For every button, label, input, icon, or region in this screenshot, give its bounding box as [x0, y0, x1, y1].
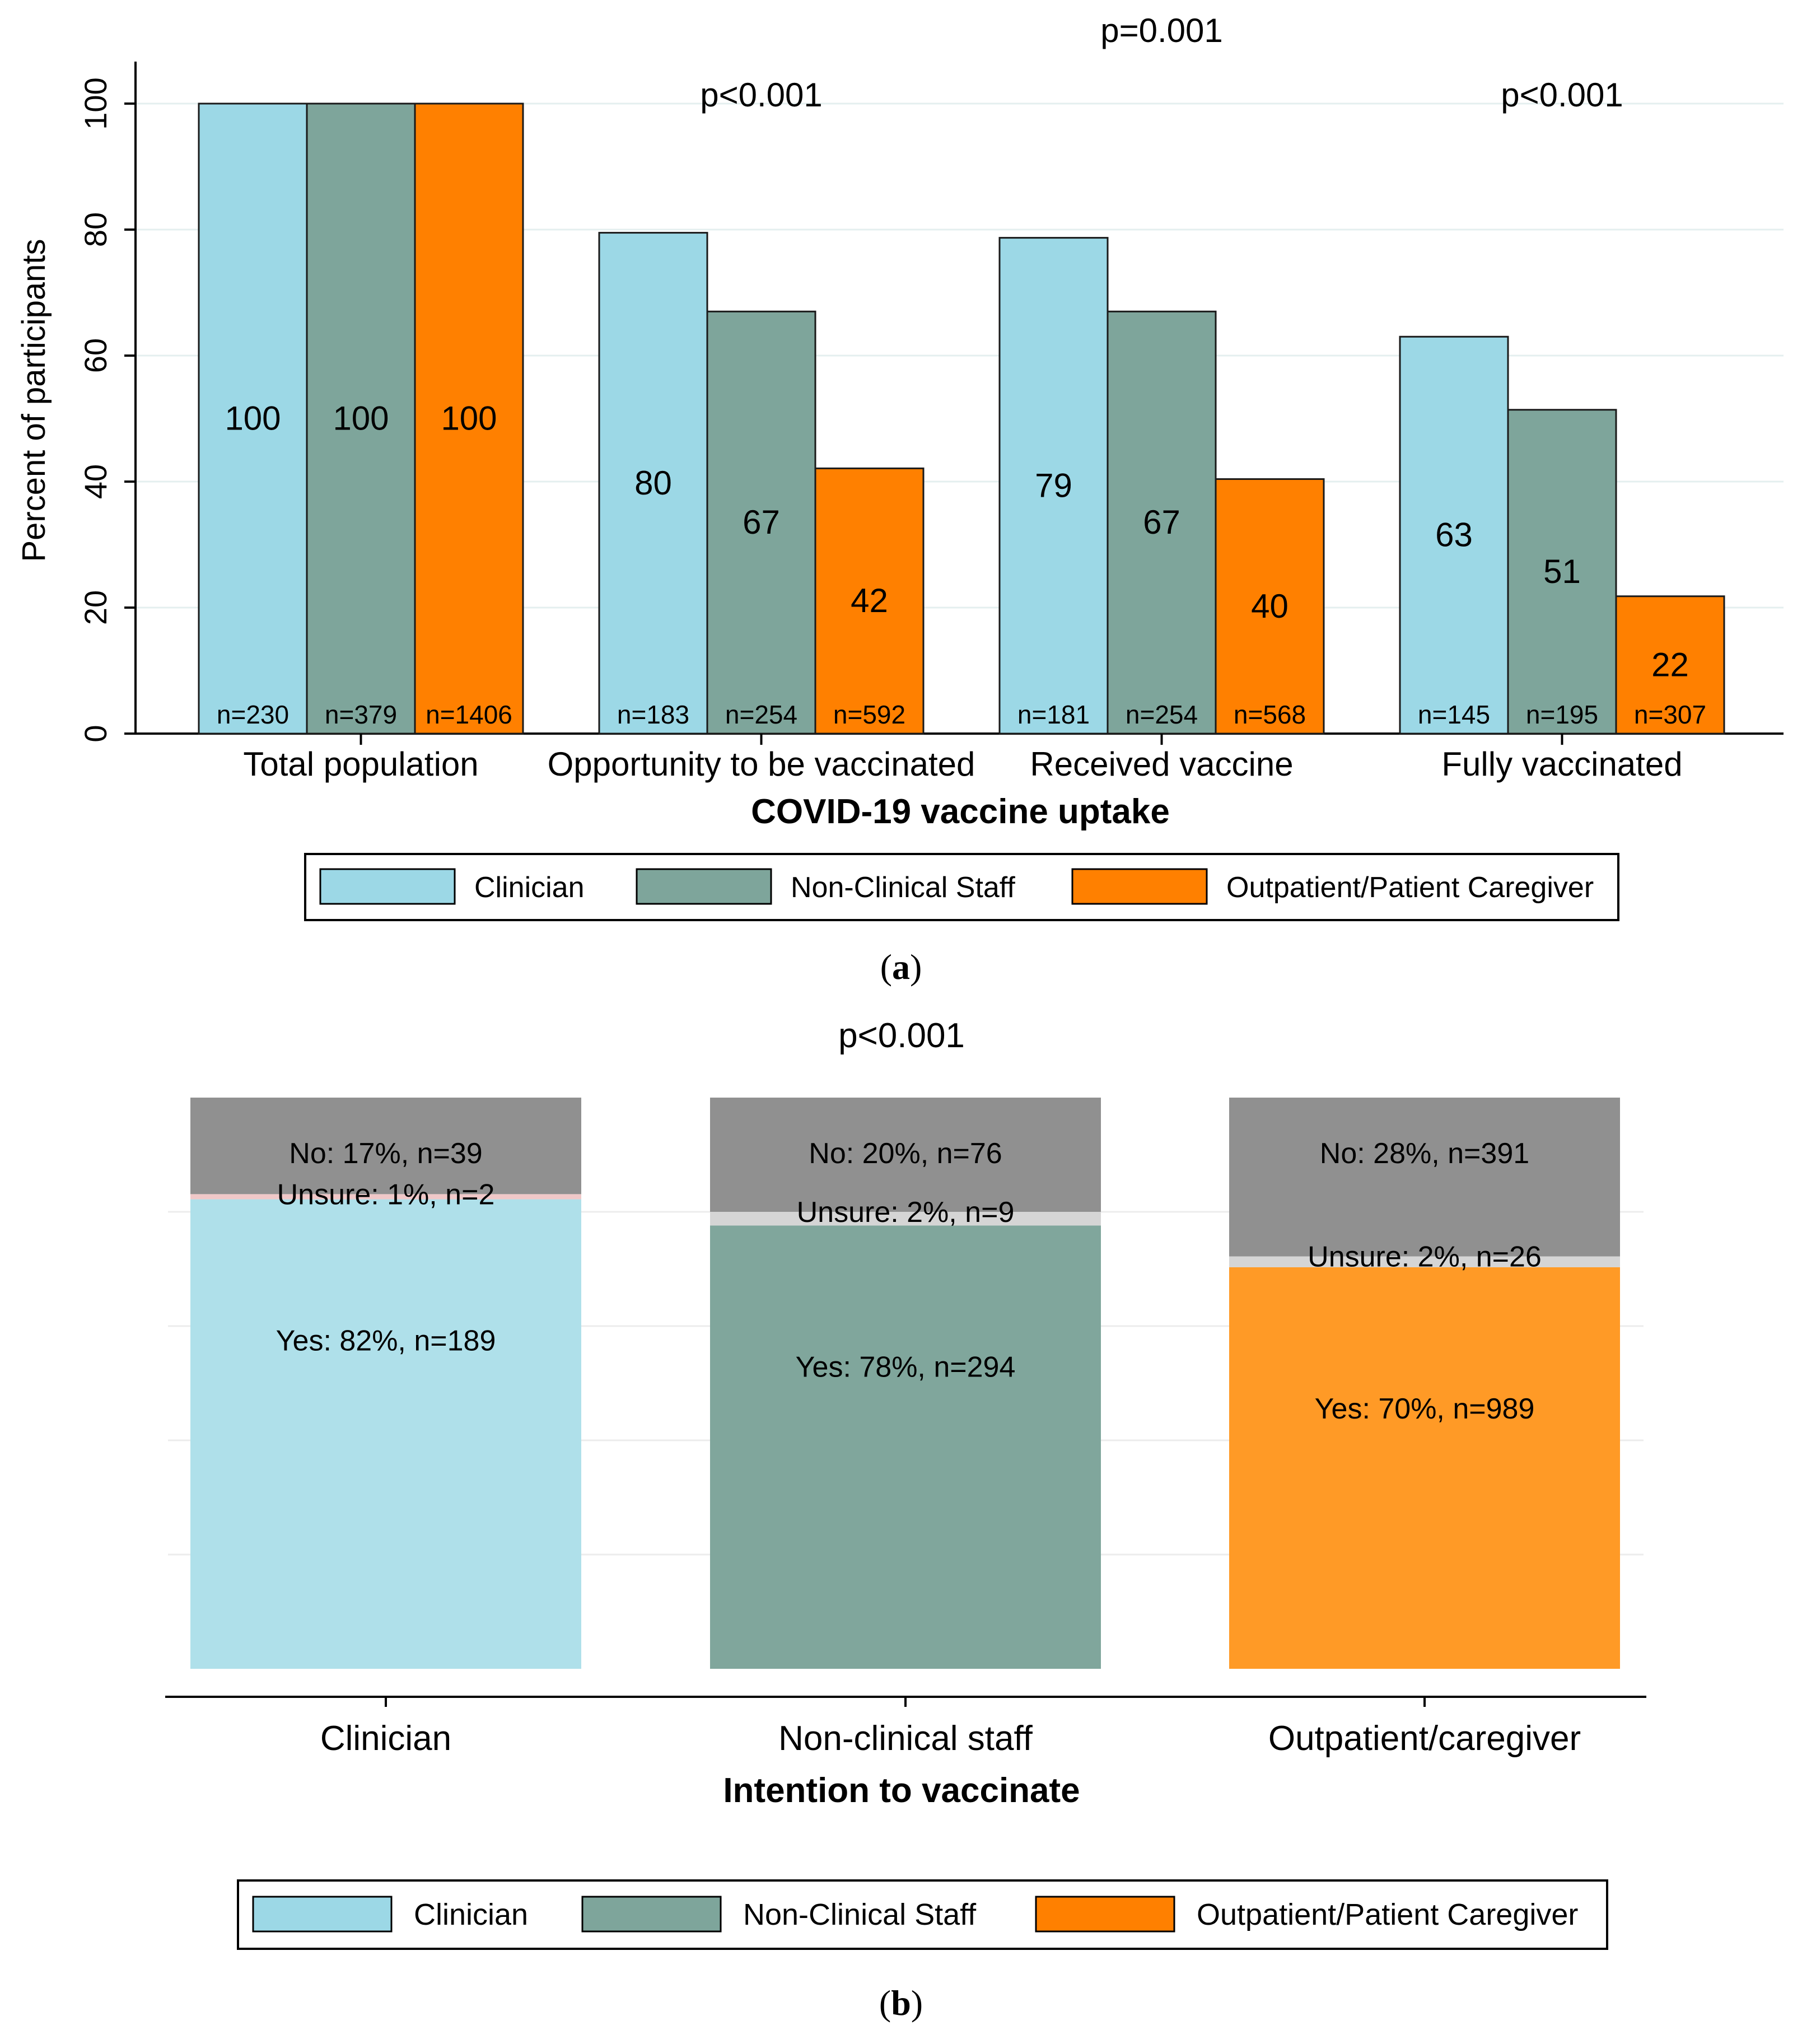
bar-n-label: n=254	[1126, 700, 1198, 729]
bar-value-label: 40	[1251, 587, 1289, 625]
x-tick-label: Non-clinical staff	[778, 1719, 1033, 1758]
segment-label-yes: Yes: 82%, n=189	[276, 1325, 496, 1357]
bar-n-label: n=1406	[426, 700, 512, 729]
segment-label-no: No: 20%, n=76	[809, 1137, 1002, 1170]
bar-value-label: 67	[1143, 503, 1180, 541]
y-tick-label: 80	[78, 212, 113, 247]
x-axis-title: COVID-19 vaccine uptake	[751, 792, 1170, 831]
bar	[306, 102, 416, 735]
p-value-label: p<0.001	[700, 76, 823, 114]
y-tick-label: 40	[78, 464, 113, 499]
x-tick-label: Clinician	[320, 1719, 451, 1758]
p-value-label: p=0.001	[1100, 12, 1223, 49]
segment-label-yes: Yes: 78%, n=294	[796, 1351, 1016, 1383]
bar-segment-no	[1229, 1098, 1620, 1257]
bar	[1507, 409, 1617, 735]
legend-label: Clinician	[414, 1898, 528, 1931]
caption-a-letter: a	[892, 947, 910, 987]
chart-b-title: p<0.001	[838, 1016, 965, 1055]
bar-value-label: 67	[743, 503, 780, 541]
bar	[998, 237, 1109, 735]
bar-segment-unsure	[190, 1194, 581, 1200]
bar-n-label: n=183	[617, 700, 689, 729]
bar-value-label: 51	[1543, 553, 1581, 590]
bar-value-label: 42	[851, 582, 888, 619]
bar-n-label: n=307	[1634, 700, 1706, 729]
segment-label-no: No: 28%, n=391	[1320, 1137, 1529, 1170]
caption-b: (b)	[879, 1983, 923, 2023]
legend-swatch	[636, 868, 772, 905]
bar-segment-no	[710, 1098, 1101, 1212]
legend-label: Non-Clinical Staff	[791, 871, 1015, 904]
bar-segment-no	[190, 1098, 581, 1194]
x-tick-label: Fully vaccinated	[1441, 745, 1682, 783]
x-tick-label: Outpatient/caregiver	[1268, 1719, 1581, 1758]
legend-label: Outpatient/Patient Caregiver	[1226, 871, 1594, 904]
segment-label-unsure: Unsure: 2%, n=9	[797, 1196, 1015, 1229]
legend-box	[304, 853, 1619, 921]
x-tick-label: Total population	[243, 745, 478, 783]
y-tick-label: 20	[78, 590, 113, 625]
legend-label: Non-Clinical Staff	[743, 1898, 977, 1931]
bar-segment-unsure	[710, 1212, 1101, 1226]
bar-segment-unsure	[1229, 1256, 1620, 1267]
bar-value-label: 22	[1651, 646, 1689, 683]
bar-value-label: 79	[1035, 466, 1072, 504]
bar-value-label: 63	[1435, 516, 1473, 554]
bar-n-label: n=592	[833, 700, 905, 729]
bar-n-label: n=145	[1418, 700, 1490, 729]
x-axis-title: Intention to vaccinate	[723, 1771, 1080, 1810]
bar-n-label: n=230	[217, 700, 289, 729]
bar-segment-yes	[710, 1225, 1101, 1669]
legend-box	[237, 1879, 1608, 1950]
bar-n-label: n=568	[1234, 700, 1306, 729]
y-axis-title: Percent of participants	[16, 239, 52, 562]
bar	[198, 102, 308, 735]
caption-b-letter: b	[891, 1983, 911, 2023]
bar-value-label: 80	[634, 464, 672, 502]
legend-label: Outpatient/Patient Caregiver	[1197, 1898, 1578, 1931]
bar-segment-yes	[190, 1199, 581, 1669]
bar	[1399, 335, 1509, 735]
legend-swatch	[252, 1896, 393, 1933]
y-tick-label: 100	[78, 77, 113, 129]
y-tick-label: 60	[78, 338, 113, 373]
bar-n-label: n=181	[1017, 700, 1090, 729]
legend-swatch	[319, 868, 456, 905]
legend-swatch	[1035, 1896, 1175, 1933]
bar	[1215, 478, 1325, 735]
segment-label-unsure: Unsure: 2%, n=26	[1308, 1241, 1542, 1273]
bar-n-label: n=195	[1526, 700, 1598, 729]
bar	[706, 310, 816, 735]
bar-value-label: 100	[333, 400, 389, 437]
bar-n-label: n=379	[325, 700, 397, 729]
p-value-label: p<0.001	[1501, 76, 1623, 114]
bar-n-label: n=254	[725, 700, 797, 729]
legend-swatch	[1071, 868, 1208, 905]
bar-value-label: 100	[441, 400, 497, 437]
segment-label-yes: Yes: 70%, n=989	[1315, 1393, 1535, 1425]
bar-segment-yes	[1229, 1267, 1620, 1669]
legend-label: Clinician	[474, 871, 585, 904]
bar	[814, 467, 925, 735]
x-tick-label: Received vaccine	[1030, 745, 1293, 783]
bar	[1107, 310, 1217, 735]
bar	[414, 102, 524, 735]
bar-value-label: 100	[225, 400, 281, 437]
segment-label-no: No: 17%, n=39	[289, 1137, 482, 1170]
chart-a-uptake: 0 20 40 60 80 100 Percent of participants 100 n=…	[16, 12, 1784, 921]
caption-a: (a)	[880, 947, 922, 987]
chart-b-intention: p<0.001 No: 17%, n=39 Unsure: 1%, n=2 Yes: …	[165, 1016, 1646, 1950]
x-tick-label: Opportunity to be vaccinated	[548, 745, 975, 783]
y-tick-label: 0	[78, 725, 113, 742]
bar	[1615, 595, 1725, 735]
legend-swatch	[581, 1896, 722, 1933]
segment-label-unsure: Unsure: 1%, n=2	[277, 1178, 495, 1211]
